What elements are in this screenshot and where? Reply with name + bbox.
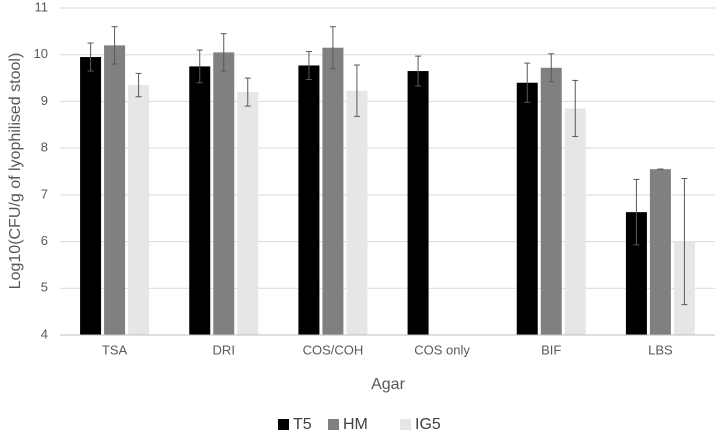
legend-label: HM <box>343 416 368 433</box>
error-bar <box>196 49 203 84</box>
bar <box>237 92 259 335</box>
bar <box>346 90 368 335</box>
bar <box>649 169 671 335</box>
x-tick-label: TSA <box>102 342 128 357</box>
bar <box>625 212 647 335</box>
y-tick-label: 6 <box>41 233 48 248</box>
x-tick-label: COS/COH <box>303 342 364 357</box>
error-bar <box>681 178 688 306</box>
x-axis-label: Agar <box>371 376 405 393</box>
legend-swatch <box>328 419 339 430</box>
error-bar <box>572 79 579 137</box>
x-tick-label: COS only <box>414 342 470 357</box>
error-bar <box>111 26 118 65</box>
error-bar <box>244 77 251 107</box>
bar <box>516 82 538 335</box>
x-tick-label: BIF <box>541 342 561 357</box>
y-tick-label: 7 <box>41 186 48 201</box>
bar <box>104 45 126 335</box>
y-tick-label: 9 <box>41 93 48 108</box>
legend-label: T5 <box>293 416 312 433</box>
x-tick-label: DRI <box>213 342 235 357</box>
y-tick-label: 5 <box>41 280 48 295</box>
bar <box>80 57 102 336</box>
y-tick-label: 10 <box>34 46 48 61</box>
y-tick-label: 4 <box>41 326 48 341</box>
y-tick-label: 11 <box>35 0 49 14</box>
bar <box>189 66 211 336</box>
error-bar <box>524 62 531 103</box>
bar <box>564 108 586 335</box>
bar <box>213 52 235 335</box>
error-bar <box>135 72 142 98</box>
error-bar <box>415 55 422 87</box>
y-axis-label: Log10(CFU/g of lyophilised stool) <box>7 53 24 290</box>
legend-label: IG5 <box>415 416 441 433</box>
bar <box>540 67 562 336</box>
legend-swatch <box>278 419 289 430</box>
bar <box>407 71 429 336</box>
error-bar <box>548 53 555 83</box>
bar <box>322 47 344 335</box>
y-tick-label: 8 <box>41 140 48 155</box>
error-bar <box>353 64 360 117</box>
error-bar <box>87 42 94 72</box>
error-bar <box>329 26 336 70</box>
x-tick-label: LBS <box>648 342 673 357</box>
error-bar <box>220 33 227 72</box>
error-bar <box>305 50 312 80</box>
bar <box>298 65 320 336</box>
error-bar <box>633 178 640 246</box>
bar <box>128 85 150 335</box>
legend-swatch <box>400 419 411 430</box>
